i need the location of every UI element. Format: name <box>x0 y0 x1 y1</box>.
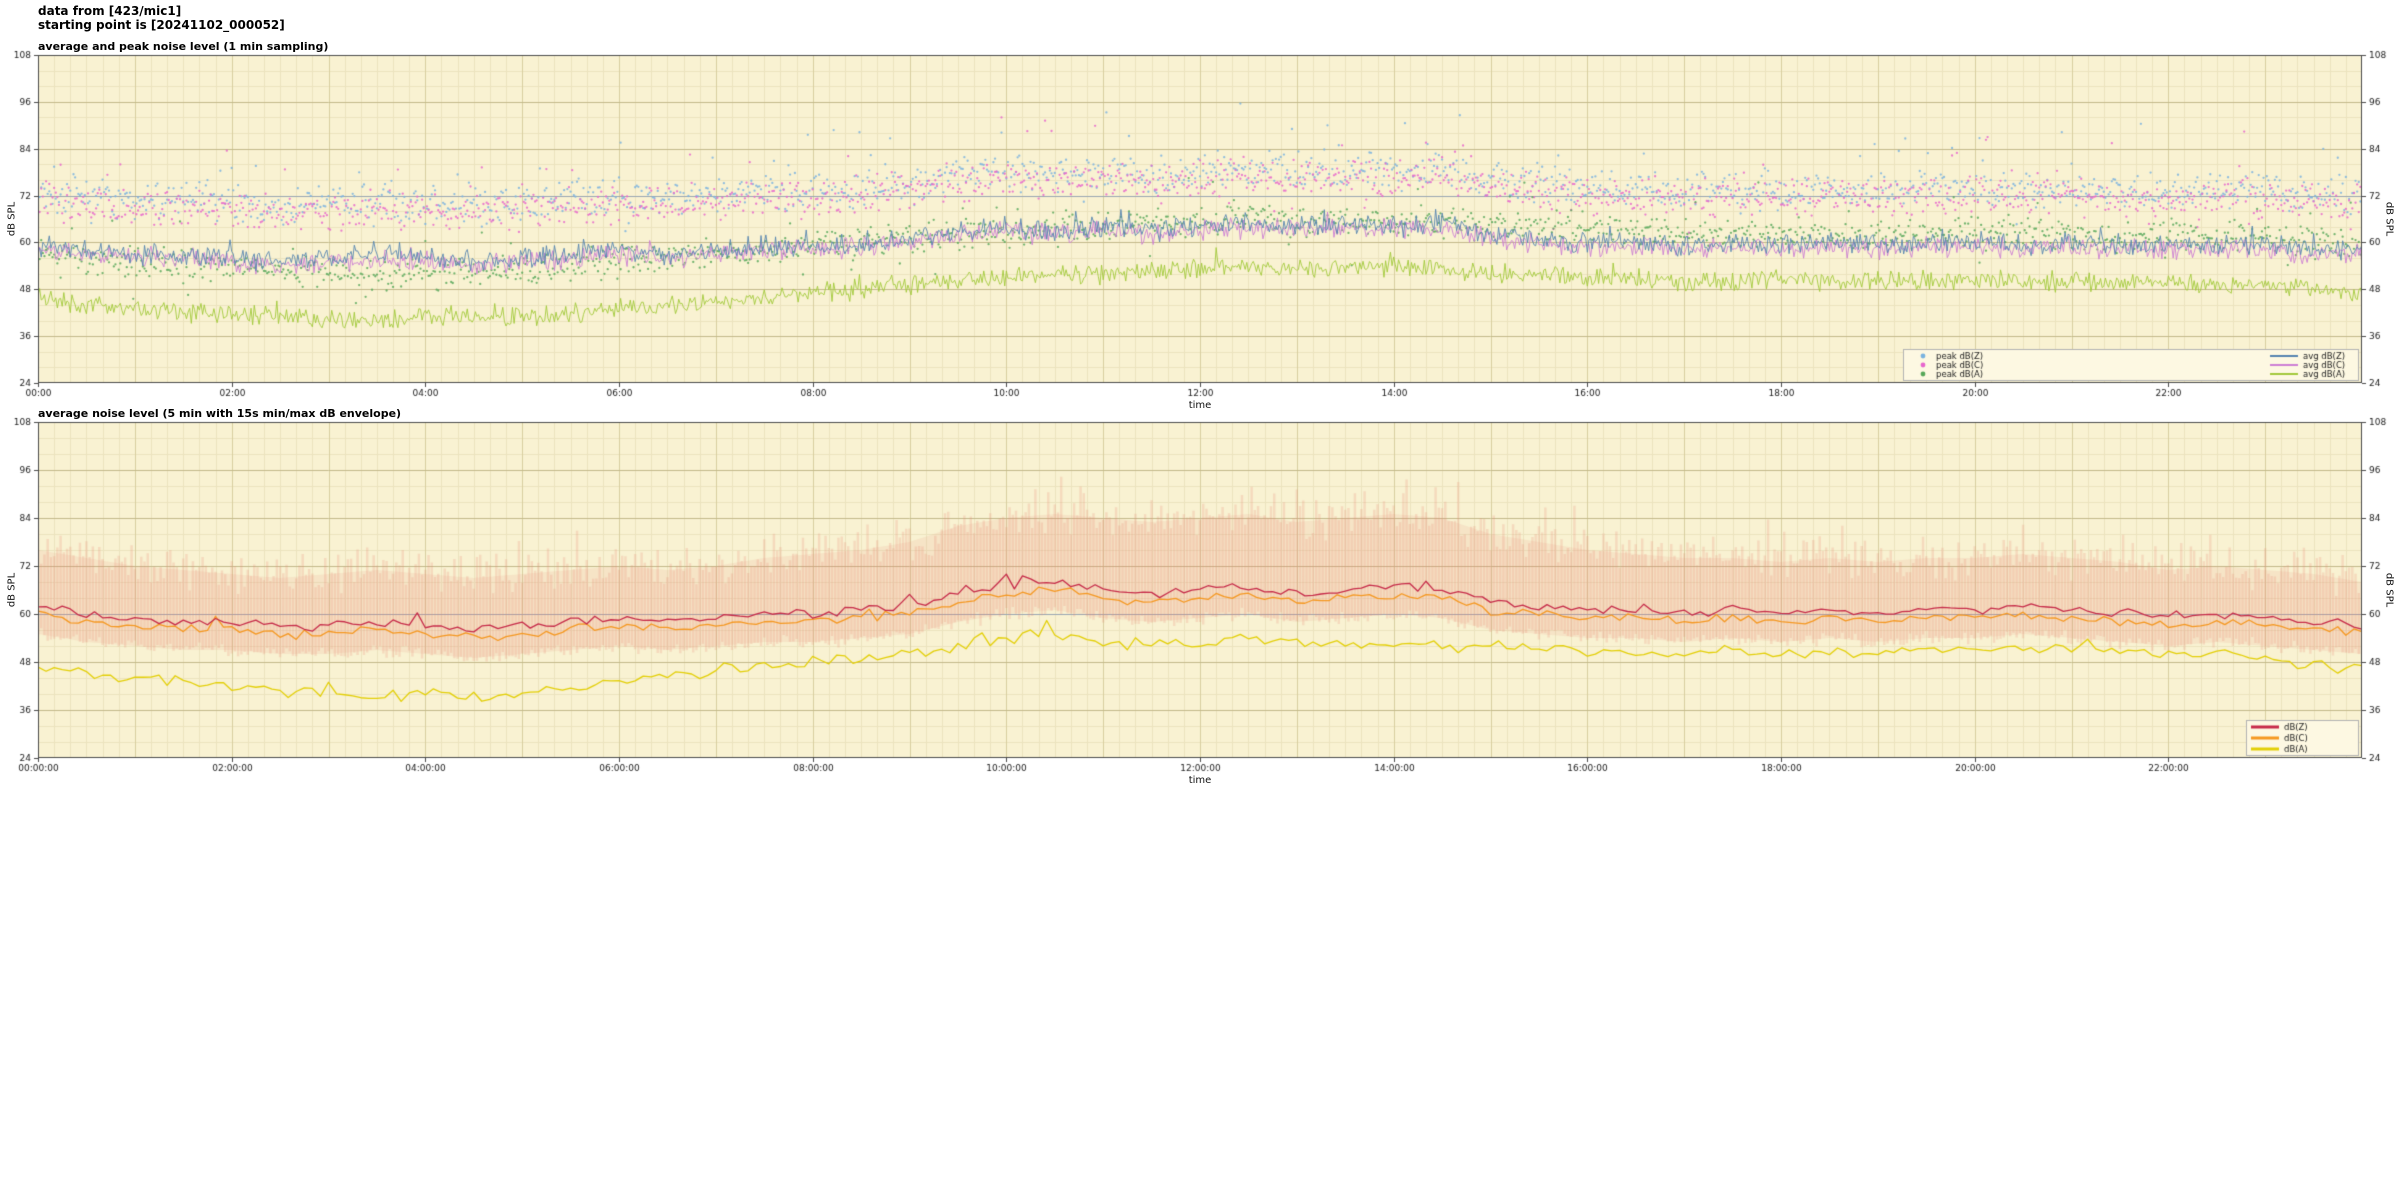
chart1-title: average and peak noise level (1 min samp… <box>38 40 329 53</box>
chart2-xlabel: time <box>1188 775 1212 786</box>
chart1-xlabel: time <box>1188 400 1212 411</box>
chart2-ylabel-right: dB SPL <box>2383 572 2395 608</box>
header-line-1: data from [423/mic1] <box>38 4 182 18</box>
header-line-2: starting point is [20241102_000052] <box>38 18 285 32</box>
chart2-ylabel-left: dB SPL <box>6 572 18 608</box>
chart2-title: average noise level (5 min with 15s min/… <box>38 407 402 420</box>
chart1-ylabel-left: dB SPL <box>6 201 18 237</box>
chart1-ylabel-right: dB SPL <box>2383 201 2395 237</box>
